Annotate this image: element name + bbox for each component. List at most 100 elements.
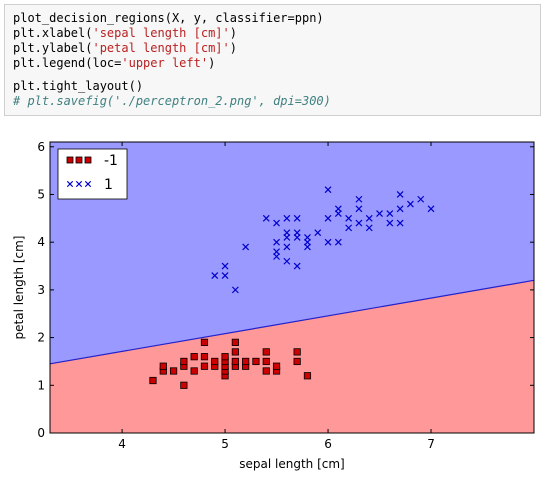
data-point-square (303, 372, 312, 380)
legend-marker-square (66, 156, 74, 164)
data-point-x (324, 214, 332, 222)
data-point-x (355, 205, 363, 213)
decision-region-positive (50, 142, 534, 364)
data-point-x (427, 205, 435, 213)
data-point-x (293, 262, 301, 270)
scatter-chart: 4 5 6 7 0 1 2 3 4 5 6 -1 1 sepal length [cm] petal l… (12, 140, 535, 471)
decision-region-negative (50, 280, 534, 433)
data-point-square (149, 376, 157, 385)
data-point-x (283, 257, 291, 265)
data-point-x (396, 191, 404, 198)
data-point-x (355, 195, 363, 203)
data-point-x (345, 214, 353, 222)
legend-marker-square (75, 156, 83, 164)
y-tick-label: 3 (37, 283, 45, 297)
y-tick-label: 6 (37, 140, 45, 154)
code-text: plt.tight_layout() (13, 79, 144, 93)
data-point-square (221, 353, 229, 361)
data-point-x (221, 262, 229, 270)
data-point-square (231, 357, 239, 366)
code-line-2: plt.xlabel('sepal length [cm]') (13, 26, 532, 41)
data-point-square (242, 357, 250, 366)
data-point-x (376, 210, 383, 217)
code-line-4: plt.legend(loc='upper left') (13, 56, 532, 71)
data-point-square (293, 348, 301, 356)
data-point-square (169, 367, 178, 375)
code-text: ) (229, 26, 237, 40)
y-axis-label: petal length [cm] (12, 236, 26, 340)
code-string: 'upper left' (121, 56, 209, 70)
code-line-blank (13, 71, 532, 79)
data-point-square (190, 353, 198, 361)
legend-label: 1 (104, 177, 113, 193)
series-1 (149, 338, 312, 389)
x-tick-label: 6 (324, 437, 332, 451)
code-text: plt.xlabel( (13, 26, 93, 40)
data-point-x (283, 214, 291, 222)
code-text: ) (229, 41, 237, 55)
data-point-x (334, 238, 342, 246)
legend: -1 1 (57, 148, 128, 200)
data-point-square (200, 338, 209, 346)
data-point-x (231, 286, 239, 294)
legend-item-2: 1 (66, 177, 113, 193)
data-point-square (262, 348, 270, 356)
data-point-x (242, 243, 250, 251)
code-comment: # plt.savefig('./perceptron_2.png', dpi=… (13, 94, 331, 108)
legend-marker-x (84, 180, 92, 188)
data-point-x (365, 214, 373, 222)
code-text: plt.legend(loc= (13, 56, 122, 70)
data-point-x (293, 233, 301, 241)
decision-boundary (49, 279, 535, 365)
data-point-square (262, 367, 270, 375)
series-2 (211, 186, 435, 294)
code-cell[interactable]: plot_decision_regions(X, y, classifier=p… (4, 4, 541, 116)
code-text: ) (208, 56, 216, 70)
data-point-x (407, 200, 414, 208)
code-string: 'sepal length [cm]' (92, 26, 230, 40)
code-line-6: # plt.savefig('./perceptron_2.png', dpi=… (13, 94, 532, 109)
data-point-x (324, 186, 332, 194)
data-point-square (180, 381, 188, 389)
code-string: 'petal length [cm]' (92, 41, 230, 55)
data-point-square (262, 357, 270, 366)
plot-area (49, 142, 535, 433)
y-tick-label: 0 (37, 426, 45, 440)
code-line-1: plot_decision_regions(X, y, classifier=p… (13, 11, 532, 26)
legend-item-1: -1 (66, 153, 118, 169)
axes: 4 5 6 7 0 1 2 3 4 5 6 -1 1 (37, 140, 535, 451)
data-point-x (345, 224, 353, 232)
data-point-x (304, 243, 311, 251)
data-point-square (293, 357, 301, 366)
data-point-x (304, 233, 311, 241)
y-tick-label: 4 (37, 235, 45, 249)
data-point-square (272, 362, 281, 370)
data-point-square (200, 353, 209, 361)
legend-label: -1 (104, 153, 118, 169)
data-point-x (262, 214, 270, 222)
data-point-x (211, 272, 219, 279)
data-point-x (396, 205, 404, 213)
data-point-x (221, 272, 229, 279)
data-point-square (231, 348, 239, 356)
data-point-x (283, 229, 291, 237)
legend-marker-x (66, 180, 74, 188)
data-point-x (273, 219, 280, 227)
figure: 4 5 6 7 0 1 2 3 4 5 6 -1 1 sepal length [cm] petal l… (0, 126, 547, 481)
data-point-x (324, 238, 332, 246)
data-point-x (283, 243, 291, 251)
data-point-x (417, 195, 425, 203)
data-point-x (334, 210, 342, 217)
x-tick-label: 5 (221, 437, 229, 451)
data-point-square (252, 357, 260, 366)
plot-frame (49, 141, 535, 434)
code-text: plot_decision_regions(X, y, classifier=p… (13, 11, 324, 25)
data-point-square (159, 362, 167, 370)
legend-marker-square (84, 156, 92, 164)
data-point-x (314, 229, 322, 237)
x-tick-label: 4 (118, 437, 126, 451)
data-point-square (190, 367, 198, 375)
y-tick-label: 2 (37, 331, 45, 345)
y-tick-label: 1 (37, 378, 45, 392)
data-point-x (386, 210, 394, 217)
